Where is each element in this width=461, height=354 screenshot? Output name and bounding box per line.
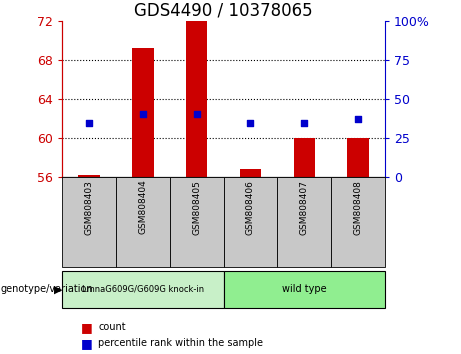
Bar [78,175,100,177]
Bar [186,21,207,177]
Text: count: count [98,322,126,332]
Text: GSM808408: GSM808408 [354,180,362,235]
Text: GSM808407: GSM808407 [300,180,309,235]
Text: ▶: ▶ [54,284,62,295]
Bar [240,169,261,177]
Text: wild type: wild type [282,284,326,295]
Text: LmnaG609G/G609G knock-in: LmnaG609G/G609G knock-in [82,285,204,294]
Text: GSM808403: GSM808403 [85,180,94,235]
Bar [62,177,116,267]
Text: ■: ■ [81,321,92,334]
Bar [170,177,224,267]
Bar [132,48,154,177]
Point [247,121,254,126]
Point [193,111,201,116]
Text: GSM808404: GSM808404 [138,180,148,234]
Bar [331,177,385,267]
Bar [278,177,331,267]
Point [85,121,93,126]
Bar [224,271,385,308]
Title: GDS4490 / 10378065: GDS4490 / 10378065 [134,2,313,20]
Text: percentile rank within the sample: percentile rank within the sample [98,338,263,348]
Bar [294,138,315,177]
Text: GSM808405: GSM808405 [192,180,201,235]
Text: ■: ■ [81,337,92,350]
Text: genotype/variation: genotype/variation [1,284,94,295]
Point [355,116,362,121]
Point [139,111,147,116]
Bar [62,271,224,308]
Bar [116,177,170,267]
Bar [347,138,369,177]
Point [301,121,308,126]
Bar [224,177,278,267]
Text: GSM808406: GSM808406 [246,180,255,235]
